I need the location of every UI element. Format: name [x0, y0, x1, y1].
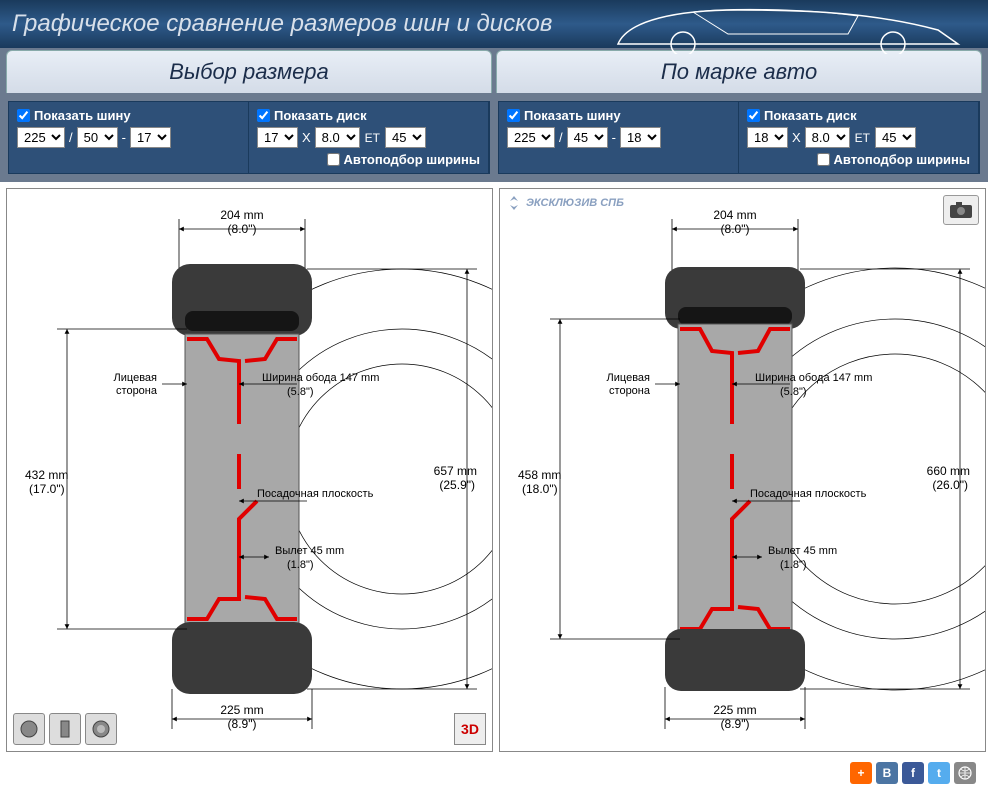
3d-button[interactable]: 3D [454, 713, 486, 745]
svg-text:(17.0"): (17.0") [29, 482, 65, 496]
svg-text:(8.0"): (8.0") [228, 222, 257, 236]
svg-text:225 mm: 225 mm [713, 703, 756, 717]
svg-text:(25.9"): (25.9") [439, 478, 475, 492]
sep: X [790, 130, 803, 145]
tire-profile-right[interactable]: 45 [567, 127, 608, 148]
tab-size[interactable]: Выбор размера [6, 50, 492, 93]
header: Графическое сравнение размеров шин и дис… [0, 0, 988, 48]
svg-text:Ширина обода 147 mm: Ширина обода 147 mm [262, 372, 379, 384]
svg-text:(8.0"): (8.0") [721, 222, 750, 236]
show-tire-left[interactable] [17, 109, 30, 122]
svg-text:(1.8"): (1.8") [780, 559, 807, 571]
rim-diam-left[interactable]: 17 [257, 127, 298, 148]
world-icon[interactable] [954, 762, 976, 784]
twitter-icon[interactable]: t [928, 762, 950, 784]
tabs: Выбор размера По марке авто [0, 48, 988, 93]
sep: - [610, 130, 618, 145]
rim-et-left[interactable]: 45 [385, 127, 426, 148]
auto-width-label: Автоподбор ширины [834, 152, 970, 167]
rim-diam-right[interactable]: 18 [747, 127, 788, 148]
svg-text:сторона: сторона [116, 385, 158, 397]
svg-text:(5.8"): (5.8") [287, 386, 314, 398]
svg-text:(26.0"): (26.0") [932, 478, 968, 492]
sep: X [300, 130, 313, 145]
vk-icon[interactable]: B [876, 762, 898, 784]
tire-profile-left[interactable]: 50 [77, 127, 118, 148]
show-tire-label: Показать шину [34, 108, 131, 123]
svg-text:204 mm: 204 mm [220, 208, 263, 222]
show-rim-label: Показать диск [764, 108, 857, 123]
et-label: ET [852, 131, 873, 145]
svg-text:657 mm: 657 mm [434, 464, 477, 478]
svg-text:(5.8"): (5.8") [780, 386, 807, 398]
svg-text:225 mm: 225 mm [220, 703, 263, 717]
diagram-left: 204 mm (8.0") 432 mm (17.0") 657 mm ( [6, 188, 493, 752]
controls: Показать шину 225 / 50 - 17 Показать дис… [0, 93, 988, 182]
page-title: Графическое сравнение размеров шин и дис… [12, 10, 552, 38]
svg-text:432 mm: 432 mm [25, 468, 68, 482]
view-side-icon[interactable] [49, 713, 81, 745]
svg-text:204 mm: 204 mm [713, 208, 756, 222]
tire-diagram-svg: 204 mm (8.0") 458 mm (18.0") 660 mm (26.… [500, 189, 985, 749]
show-tire-right[interactable] [507, 109, 520, 122]
show-tire-label: Показать шину [524, 108, 621, 123]
watermark: ЭКСКЛЮЗИВ СПБ [506, 195, 624, 211]
svg-text:Вылет 45 mm: Вылет 45 mm [275, 545, 344, 557]
sep: - [120, 130, 128, 145]
svg-text:(18.0"): (18.0") [522, 482, 558, 496]
svg-text:(1.8"): (1.8") [287, 559, 314, 571]
tire-diam-left[interactable]: 17 [130, 127, 171, 148]
rim-width-left[interactable]: 8.0 [315, 127, 360, 148]
tab-brand[interactable]: По марке авто [496, 50, 982, 93]
et-label: ET [362, 131, 383, 145]
share-icon[interactable]: + [850, 762, 872, 784]
svg-text:Лицевая: Лицевая [607, 372, 650, 384]
svg-text:Вылет 45 mm: Вылет 45 mm [768, 545, 837, 557]
camera-icon[interactable] [943, 195, 979, 225]
show-rim-right[interactable] [747, 109, 760, 122]
svg-text:660 mm: 660 mm [927, 464, 970, 478]
left-panel: Показать шину 225 / 50 - 17 Показать дис… [8, 101, 490, 174]
right-panel: Показать шину 225 / 45 - 18 Показать дис… [498, 101, 980, 174]
rim-width-right[interactable]: 8.0 [805, 127, 850, 148]
show-rim-label: Показать диск [274, 108, 367, 123]
auto-width-right[interactable] [817, 153, 830, 166]
svg-text:(8.9"): (8.9") [721, 717, 750, 731]
view-3d-tire-icon[interactable] [13, 713, 45, 745]
rim-et-right[interactable]: 45 [875, 127, 916, 148]
auto-width-label: Автоподбор ширины [344, 152, 480, 167]
svg-text:Ширина обода 147 mm: Ширина обода 147 mm [755, 372, 872, 384]
svg-text:(8.9"): (8.9") [228, 717, 257, 731]
view-buttons [13, 713, 117, 745]
svg-text:Посадочная плоскость: Посадочная плоскость [750, 488, 867, 500]
view-front-icon[interactable] [85, 713, 117, 745]
auto-width-left[interactable] [327, 153, 340, 166]
diagram-right: ЭКСКЛЮЗИВ СПБ 204 mm (8.0") [499, 188, 986, 752]
tire-diam-right[interactable]: 18 [620, 127, 661, 148]
svg-text:сторона: сторона [609, 385, 651, 397]
diagrams: 204 mm (8.0") 432 mm (17.0") 657 mm ( [0, 182, 988, 758]
tire-width-left[interactable]: 225 [17, 127, 65, 148]
tire-width-right[interactable]: 225 [507, 127, 555, 148]
fb-icon[interactable]: f [902, 762, 924, 784]
car-silhouette [598, 2, 978, 54]
tire-diagram-svg: 204 mm (8.0") 432 mm (17.0") 657 mm ( [7, 189, 492, 749]
sep: / [557, 130, 565, 145]
svg-text:Посадочная плоскость: Посадочная плоскость [257, 488, 374, 500]
sep: / [67, 130, 75, 145]
watermark-text: ЭКСКЛЮЗИВ СПБ [526, 197, 624, 209]
svg-text:458 mm: 458 mm [518, 468, 561, 482]
svg-text:Лицевая: Лицевая [114, 372, 157, 384]
show-rim-left[interactable] [257, 109, 270, 122]
social-bar: + B f t [0, 758, 988, 788]
